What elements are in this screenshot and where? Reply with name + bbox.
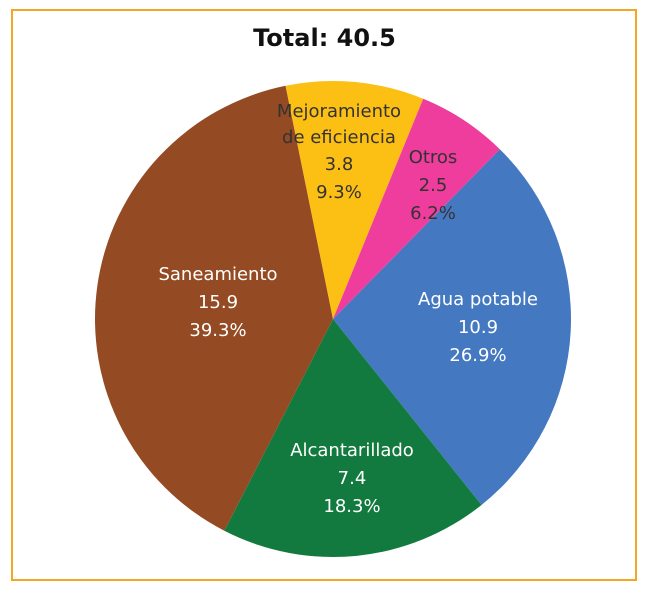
value-label: 2.5 (418, 175, 448, 196)
category-label: Agua potable (418, 289, 538, 310)
pie-slice (285, 81, 424, 319)
value-label: 15.9 (197, 292, 239, 313)
category-label: Mejoramiento de eficiencia (276, 101, 402, 148)
percent-label: 9.3% (316, 182, 362, 203)
value-label: 3.8 (324, 154, 354, 175)
percent-label: 6.2% (410, 203, 456, 224)
category-label: Alcantarillado (290, 440, 414, 461)
category-label: Otros (408, 147, 458, 168)
pie-slice (94, 85, 333, 531)
slice-label: Otros 2.5 6.2% (409, 144, 458, 228)
percent-label: 26.9% (449, 345, 507, 366)
percent-label: 18.3% (323, 496, 381, 517)
percent-label: 39.3% (189, 320, 247, 341)
slice-label: Alcantarillado 7.4 18.3% (290, 437, 414, 521)
pie-slice (224, 319, 482, 557)
value-label: 10.9 (457, 317, 499, 338)
slice-label: Saneamiento 15.9 39.3% (158, 261, 277, 345)
value-label: 7.4 (337, 468, 367, 489)
slice-label: Mejoramiento de eficiencia 3.8 9.3% (269, 99, 409, 207)
frame (11, 9, 637, 581)
slice-label: Agua potable 10.9 26.9% (418, 286, 538, 370)
chart-title: Total: 40.5 (253, 24, 396, 52)
pie-slice (333, 149, 571, 505)
category-label: Saneamiento (158, 264, 278, 285)
pie-slice (333, 98, 500, 319)
